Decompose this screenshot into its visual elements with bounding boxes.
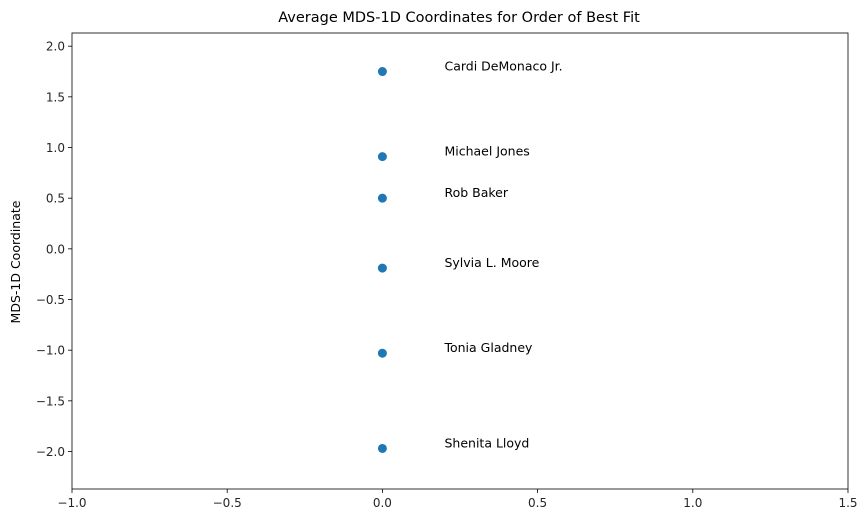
point-annotation: Tonia Gladney bbox=[443, 340, 533, 355]
x-tick-label: 0.0 bbox=[373, 496, 392, 510]
data-point bbox=[377, 348, 387, 358]
y-axis-label: MDS-1D Coordinate bbox=[8, 200, 23, 323]
data-point bbox=[377, 193, 387, 203]
point-annotation: Shenita Lloyd bbox=[444, 435, 529, 450]
point-annotation: Cardi DeMonaco Jr. bbox=[444, 59, 562, 74]
y-tick-label: −1.5 bbox=[36, 394, 65, 408]
y-tick-label: −0.5 bbox=[36, 293, 65, 307]
y-tick-label: −1.0 bbox=[36, 344, 65, 358]
data-point bbox=[377, 443, 387, 453]
data-point bbox=[377, 67, 387, 77]
y-tick-label: −2.0 bbox=[36, 445, 65, 459]
x-tick-label: −0.5 bbox=[213, 496, 242, 510]
chart-title: Average MDS-1D Coordinates for Order of … bbox=[278, 10, 640, 26]
y-tick-label: 1.0 bbox=[46, 141, 65, 155]
y-tick-label: 0.5 bbox=[46, 192, 65, 206]
x-tick-label: 0.5 bbox=[528, 496, 547, 510]
point-annotation: Michael Jones bbox=[444, 144, 529, 159]
data-point bbox=[377, 152, 387, 162]
x-tick-label: −1.0 bbox=[57, 496, 86, 510]
y-tick-label: 2.0 bbox=[46, 40, 65, 54]
y-tick-label: 0.0 bbox=[46, 242, 65, 256]
y-tick-label: 1.5 bbox=[46, 90, 65, 104]
data-point bbox=[377, 263, 387, 273]
x-tick-label: 1.5 bbox=[838, 496, 857, 510]
plot-frame bbox=[71, 32, 849, 490]
point-annotation: Rob Baker bbox=[444, 185, 508, 200]
point-annotation: Sylvia L. Moore bbox=[444, 255, 539, 270]
plot-area: −1.0 −0.5 0.0 0.5 1.0 1.5 2.0 1.5 1.0 0.5 0.0 −0.5 −… bbox=[36, 32, 858, 510]
x-tick-label: 1.0 bbox=[683, 496, 702, 510]
